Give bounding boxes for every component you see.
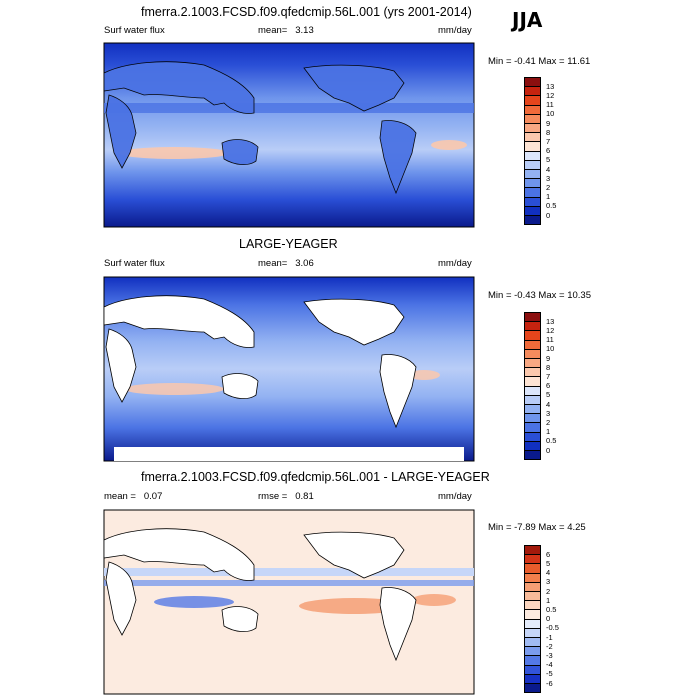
colorbar-label: 10 [546,344,555,354]
colorbar-label: 3 [546,408,551,418]
panel-1-dry-zone-atlantic [431,140,467,150]
panel-3-minmax: Min = -7.89 Max = 4.25 [488,522,586,533]
colorbar-label: 4 [546,568,551,578]
panel-2-map [103,276,475,462]
colorbar-label: 0.5 [546,201,557,211]
panel-2-mean-text: mean= [258,258,288,269]
colorbar-label: 2 [546,417,551,427]
colorbar-label: 0.5 [546,436,557,446]
panel-2-dry-zone-pacific [124,383,224,395]
panel-2-dry-zone-atlantic [408,370,440,380]
panel-3-positive-anomaly-2 [412,594,456,606]
panel-3-band-2 [104,580,474,586]
colorbar-label: 12 [546,325,555,335]
colorbar-label: 8 [546,127,551,137]
panel-2-colorbar: 13 12 11 10 9 8 7 6 5 4 3 2 1 0.5 0 [524,312,564,462]
colorbar-label: -5 [546,669,553,679]
colorbar-box [524,215,541,226]
colorbar-label: 1 [546,595,551,605]
colorbar-label: 2 [546,182,551,192]
panel-3-negative-anomaly [154,596,234,608]
panel-1-map [103,42,475,228]
season-label: JJA [512,8,543,32]
colorbar-label: 5 [546,558,551,568]
panel-3-mean-text: mean = [104,491,136,502]
colorbar-label: 1 [546,427,551,437]
colorbar-box [524,450,541,461]
colorbar-label: -3 [546,650,553,660]
colorbar-label: -0.5 [546,623,559,633]
colorbar-label: 3 [546,173,551,183]
colorbar-label: 0 [546,445,551,455]
colorbar-label: 11 [546,335,554,345]
colorbar-label: 7 [546,136,551,146]
colorbar-label: -1 [546,632,553,642]
colorbar-label: 0 [546,614,551,624]
colorbar-label: -2 [546,641,553,651]
colorbar-label: 5 [546,390,551,400]
panel-3-rmse-label: rmse = 0.81 [258,491,314,502]
panel-1-itcz-band [104,103,474,113]
panel-1-dry-zone-pacific [119,147,229,159]
panel-1-mean-text: mean= [258,25,288,36]
panel-2-units: mm/day [438,258,472,269]
colorbar-label: 5 [546,155,551,165]
panel-3-rmse-text: rmse = [258,491,288,502]
panel-1-units: mm/day [438,25,472,36]
panel-1-mean-value: 3.13 [295,25,314,36]
colorbar-label: 4 [546,164,551,174]
colorbar-label: 0.5 [546,604,557,614]
panel-2-minmax: Min = -0.43 Max = 10.35 [488,290,591,301]
colorbar-label: 3 [546,577,551,587]
panel-3-colorbar: 6 5 4 3 2 1 0.5 0 -0.5 -1 -2 -3 -4 -5 -6 [524,545,564,695]
panel-2-variable-label: Surf water flux [104,258,165,269]
colorbar-box [524,683,541,694]
panel-3-title: fmerra.2.1003.FCSD.f09.qfedcmip.56L.001 … [141,470,490,484]
panel-3-mean-label: mean = 0.07 [104,491,162,502]
colorbar-label: 9 [546,118,551,128]
colorbar-label: 8 [546,362,551,372]
panel-1-mean-label: mean= 3.13 [258,25,314,36]
colorbar-label: -4 [546,660,553,670]
colorbar-label: 6 [546,381,551,391]
panel-3-rmse-value: 0.81 [295,491,314,502]
colorbar-label: 4 [546,399,551,409]
panel-2-title: LARGE-YEAGER [239,237,338,251]
panel-2-mean-label: mean= 3.06 [258,258,314,269]
colorbar-label: 0 [546,210,551,220]
panel-2-mean-value: 3.06 [295,258,314,269]
panel-1-minmax: Min = -0.41 Max = 11.61 [488,56,591,67]
colorbar-label: 6 [546,146,551,156]
panel-1-title: fmerra.2.1003.FCSD.f09.qfedcmip.56L.001 … [141,5,472,19]
colorbar-label: 11 [546,100,554,110]
colorbar-label: 1 [546,192,551,202]
colorbar-label: 2 [546,586,551,596]
panel-1-colorbar: 13 12 11 10 9 8 7 6 5 4 3 2 1 0.5 0 [524,77,564,227]
colorbar-label: 12 [546,90,555,100]
panel-1-variable-label: Surf water flux [104,25,165,36]
colorbar-label: 7 [546,371,551,381]
panel-3-map [103,509,475,695]
colorbar-label: 6 [546,549,551,559]
colorbar-label: 13 [546,316,555,326]
colorbar-label: 13 [546,81,555,91]
panel-3-mean-value: 0.07 [143,491,163,502]
colorbar-label: -6 [546,678,553,688]
panel-3-continents [103,528,417,662]
panel-3-units: mm/day [438,491,472,502]
colorbar-label: 10 [546,109,555,119]
panel-2-continents [103,295,464,461]
panel-3-band-1 [104,568,474,576]
panel-1-continents [103,61,417,195]
colorbar-label: 9 [546,353,551,363]
